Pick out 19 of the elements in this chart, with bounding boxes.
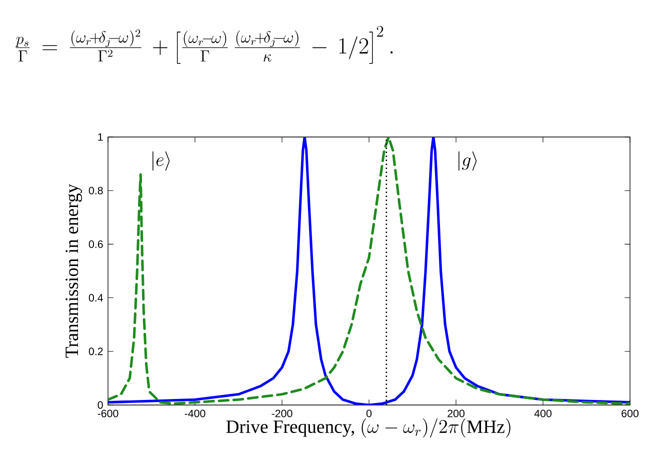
annotation: $|e\rangle$ bbox=[152, 151, 170, 171]
y-tick-label: 0 bbox=[98, 401, 103, 409]
x-tick-label: 600 bbox=[622, 410, 638, 418]
x-tick-label: -200 bbox=[272, 410, 292, 418]
y-tick-label: 0.2 bbox=[88, 348, 103, 356]
annotation: $|g\rangle$ bbox=[458, 151, 477, 171]
line-series bbox=[108, 136, 630, 405]
y-tick-label: 1 bbox=[98, 133, 103, 141]
x-tick-label: 400 bbox=[534, 410, 552, 418]
x-tick-label: -600 bbox=[98, 410, 118, 418]
x-tick-label: 200 bbox=[448, 410, 464, 418]
y-tick-label: 0.6 bbox=[88, 240, 103, 248]
y-axis-title: Transmission in energy bbox=[66, 184, 82, 358]
y-tick-label: 0.4 bbox=[88, 294, 103, 302]
x-axis-title: $\mbox{Drive Frequency, }(\omega-\omega_r)/2\pi(\mathrm{MHz})$ bbox=[226, 418, 510, 438]
text: $\frac{p_s}{\Gamma}\,=\,\frac{(\omega_r\!+\!\delta_j\!-\!\omega)^2}{\Gamma^2}\,+\left[\frac{(\omega_r\!-\!\omega)}{\Gamma}\,\frac{(\omega_r\!+\!\delta_j\!-\!\omega)}{\kappa}\,-\,1/2\right]^2.$ bbox=[15, 26, 393, 64]
x-tick-label: 0 bbox=[366, 410, 372, 418]
y-tick-label: 0.8 bbox=[88, 186, 103, 194]
x-tick-label: -400 bbox=[184, 410, 206, 418]
